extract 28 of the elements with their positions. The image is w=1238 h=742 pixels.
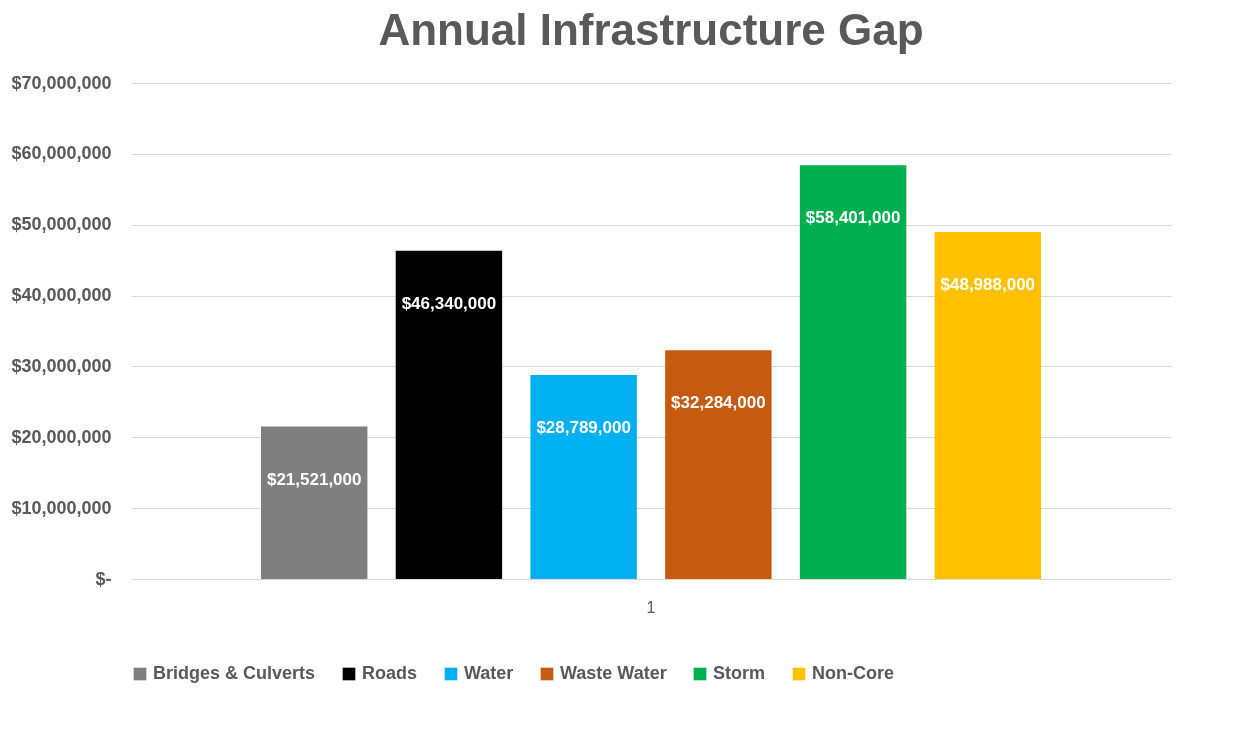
y-tick-label: $-	[95, 568, 112, 589]
data-label: $48,988,000	[940, 274, 1036, 294]
y-tick-label: $10,000,000	[11, 497, 112, 518]
bar	[799, 165, 907, 579]
bar	[665, 350, 772, 579]
legend-label: Waste Water	[560, 663, 667, 683]
bar	[934, 231, 1041, 579]
data-label: $32,284,000	[671, 393, 766, 413]
data-label: $58,401,000	[805, 208, 901, 228]
y-tick-label: $70,000,000	[11, 72, 112, 93]
legend-label: Roads	[362, 663, 418, 683]
data-label: $21,521,000	[266, 469, 362, 489]
bar	[261, 426, 368, 579]
legend-label: Non-Core	[812, 663, 894, 683]
data-label: $28,789,000	[536, 418, 631, 438]
bar	[395, 250, 503, 579]
y-tick-label: $50,000,000	[11, 214, 112, 235]
y-tick-label: $30,000,000	[11, 355, 112, 376]
x-tick-label: 1	[646, 598, 656, 616]
y-tick-label: $20,000,000	[11, 426, 112, 447]
y-tick-label: $40,000,000	[11, 285, 112, 306]
y-tick-label: $60,000,000	[11, 143, 112, 164]
legend-label: Bridges & Culverts	[153, 663, 316, 683]
bar	[530, 375, 637, 579]
legend-label: Storm	[713, 663, 766, 683]
data-label: $46,340,000	[401, 293, 497, 313]
chart-title: Annual Infrastructure Gap	[378, 5, 924, 54]
legend-label: Water	[464, 663, 514, 683]
